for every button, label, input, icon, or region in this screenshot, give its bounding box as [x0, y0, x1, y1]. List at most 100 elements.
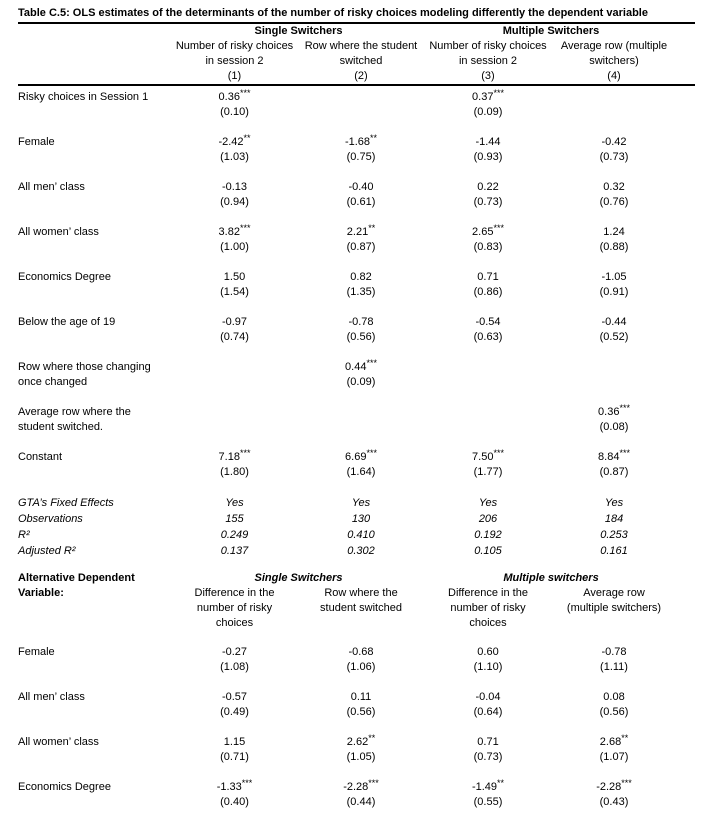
- coef-cell: 0.44*** (0.09): [297, 358, 425, 405]
- column-header-row: Number of risky choices in session 2 Row…: [18, 39, 695, 69]
- std-error: (0.83): [473, 241, 503, 253]
- estimate: 0.32: [603, 181, 625, 193]
- table-row: Row where those changing once changed 0.…: [18, 358, 695, 405]
- std-error: [425, 420, 551, 435]
- std-error: (1.54): [220, 286, 249, 298]
- estimate: 6.69***: [345, 448, 377, 463]
- estimate: 0.71: [477, 736, 499, 748]
- estimate: [551, 360, 677, 375]
- spacer: [677, 90, 695, 135]
- spacer: [677, 270, 695, 315]
- std-error: (0.40): [220, 796, 249, 808]
- estimate: [172, 405, 297, 420]
- estimate: -0.42: [601, 136, 627, 148]
- estimate: -1.33***: [216, 778, 253, 793]
- coef-cell: -0.44 (0.52): [551, 315, 677, 360]
- coef-cell: 0.08 (0.56): [551, 690, 677, 735]
- coef-cell: [425, 405, 551, 450]
- spacer: [677, 180, 695, 225]
- col-header-4: Average row (multiple switchers): [560, 40, 668, 67]
- spacer: [677, 527, 695, 543]
- coef-cell: 6.69*** (1.64): [297, 448, 425, 495]
- coef-cell: 2.62** (1.05): [297, 733, 425, 780]
- coef-cell: 2.65*** (0.83): [425, 223, 551, 270]
- column-header-row: Variable: Difference in the number of ri…: [18, 586, 695, 645]
- table-row: Below the age of 19 -0.97 (0.74) -0.78 (0.…: [18, 315, 695, 360]
- table-row: Female -2.42** (1.03) -1.68** (0.75) -1.44…: [18, 133, 695, 180]
- spacer: [677, 735, 695, 780]
- estimate: 1.15: [223, 736, 246, 748]
- estimate: -0.54: [475, 316, 501, 328]
- coef-cell: [551, 360, 677, 405]
- spacer: [677, 315, 695, 360]
- coef-cell: 0.71 (0.73): [425, 735, 551, 780]
- std-error: (1.06): [346, 661, 376, 673]
- row-label: Average row where the student switched.: [18, 406, 131, 433]
- group-single-switchers: Single Switchers: [254, 25, 343, 37]
- std-error: (0.91): [599, 286, 629, 298]
- coef-cell: [297, 405, 425, 450]
- stat-value: 0.105: [474, 545, 502, 557]
- group-single-switchers: Single Switchers: [254, 572, 343, 584]
- stat-value: 0.302: [347, 545, 375, 557]
- estimate: 8.84***: [598, 448, 630, 463]
- stat-value: 0.410: [347, 529, 375, 541]
- title-rule: Table C.5: OLS estimates of the determin…: [18, 6, 695, 24]
- significance-stars: ***: [619, 403, 630, 413]
- stats-row-r-squared: R² 0.249 0.410 0.192 0.253: [18, 527, 695, 543]
- table-row: Economics Degree -1.33*** (0.40) -2.28***…: [18, 778, 695, 825]
- estimate: [425, 405, 551, 420]
- coef-cell: -0.27 (1.08): [172, 645, 297, 690]
- coef-cell: 0.71 (0.86): [425, 270, 551, 315]
- column-number-row: (1) (2) (3) (4): [18, 69, 696, 86]
- group-header-row: Alternative Dependent Single Switchers M…: [18, 571, 695, 586]
- col-header-1: Number of risky choices in session 2: [175, 40, 294, 67]
- estimate: -2.28***: [596, 778, 632, 793]
- estimate: 2.62**: [346, 733, 376, 748]
- stat-label: GTA’s Fixed Effects: [18, 497, 114, 509]
- stat-value: Yes: [604, 497, 624, 509]
- spacer: [677, 495, 695, 511]
- coef-cell: 7.50*** (1.77): [425, 448, 551, 495]
- estimate: 3.82***: [218, 223, 251, 238]
- estimate: 0.60: [477, 646, 499, 658]
- significance-stars: ***: [493, 88, 504, 98]
- table-row: All women’ class 1.15 (0.71) 2.62** (1.05)…: [18, 733, 695, 780]
- coef-cell: 1.15 (0.71): [172, 735, 297, 780]
- significance-stars: ***: [366, 448, 377, 458]
- spacer: [677, 360, 695, 405]
- col-header-1: Difference in the number of risky choice…: [194, 587, 275, 629]
- estimate: 0.08: [603, 691, 625, 703]
- std-error: [297, 420, 425, 435]
- estimate: -0.44: [601, 316, 627, 328]
- coef-cell: 0.22 (0.73): [425, 180, 551, 225]
- stat-value: 0.137: [220, 545, 249, 557]
- significance-stars: ***: [239, 448, 251, 458]
- estimate: 0.36***: [218, 88, 251, 103]
- coef-cell: -0.57 (0.49): [172, 690, 297, 735]
- table-row: Constant 7.18*** (1.80) 6.69*** (1.64) 7.5…: [18, 448, 695, 495]
- row-label: Below the age of 19: [18, 316, 116, 328]
- row-label: Economics Degree: [18, 271, 111, 283]
- std-error: (0.75): [346, 151, 376, 163]
- estimate: -2.42**: [218, 133, 251, 148]
- empty-cell: [18, 39, 172, 69]
- spacer: [677, 24, 695, 39]
- stat-value: Yes: [225, 497, 244, 509]
- coef-cell: -1.49** (0.55): [425, 778, 551, 825]
- std-error: (0.63): [473, 331, 503, 343]
- table-row: All women’ class 3.82*** (1.00) 2.21** (0.…: [18, 223, 695, 270]
- significance-stars: ***: [619, 448, 630, 458]
- std-error: (0.73): [599, 151, 629, 163]
- coef-cell: -1.44 (0.93): [425, 135, 551, 180]
- std-error: [172, 420, 297, 435]
- std-error: [551, 375, 677, 390]
- estimate: 0.11: [350, 691, 372, 703]
- estimate: -0.68: [348, 646, 374, 658]
- col-header-3: Difference in the number of risky choice…: [448, 587, 528, 629]
- spacer: [677, 405, 695, 450]
- significance-stars: ***: [366, 358, 377, 368]
- coef-cell: 1.24 (0.88): [551, 225, 677, 270]
- std-error: (0.88): [599, 241, 629, 253]
